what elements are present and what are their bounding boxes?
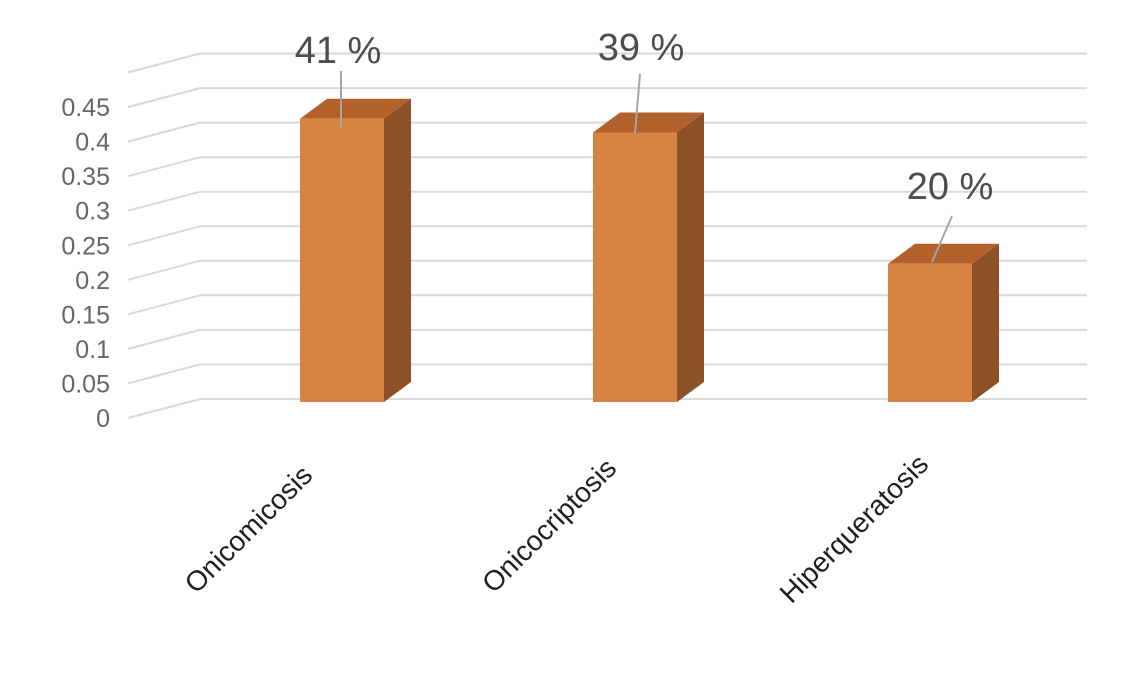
gridline (127, 190, 1087, 212)
y-axis-tick-label: 0.1 (75, 336, 110, 364)
gridlines-group (127, 52, 1087, 419)
bar (300, 98, 411, 402)
data-labels-group: 41 % 39 % 20 % (295, 27, 994, 208)
bars-group (300, 98, 999, 402)
leader-lines-group (340, 71, 953, 263)
gridline (127, 225, 1087, 247)
bar-front-face (300, 118, 384, 402)
bar (888, 243, 999, 402)
y-axis-tick-label: 0.15 (61, 301, 110, 329)
data-label: 39 % (598, 27, 685, 69)
data-label-leader-line (931, 215, 953, 263)
gridline (127, 294, 1087, 316)
category-labels-group: Onicomicosis Onicocriptosis Hiperqueratosi… (179, 448, 935, 609)
gridline (127, 259, 1087, 281)
gridline (127, 87, 1087, 109)
category-label: Onicomicosis (179, 459, 319, 599)
bar-front-face (888, 263, 972, 402)
y-axis-tick-label: 0.25 (61, 232, 110, 260)
y-axis-tick-labels-group: 0 0.05 0.1 0.15 0.2 0.25 0.3 0.35 0.4 0.45 (61, 94, 110, 433)
y-axis-tick-label: 0.45 (61, 94, 110, 122)
y-axis-tick-label: 0.3 (75, 198, 110, 226)
gridline (127, 363, 1087, 385)
gridline (127, 328, 1087, 350)
gridline (127, 121, 1087, 143)
category-label: Onicocriptosis (476, 452, 622, 598)
gridline (127, 156, 1087, 178)
category-label: Hiperqueratosis (774, 448, 935, 609)
data-label: 20 % (907, 166, 994, 208)
bar-top-face (593, 112, 704, 133)
bar-side-face (677, 112, 704, 402)
y-axis-tick-label: 0.2 (75, 267, 110, 295)
y-axis-tick-label: 0.35 (61, 163, 110, 191)
gridline (127, 52, 1087, 74)
data-label-leader-line (634, 73, 641, 134)
bar-side-face (384, 98, 411, 402)
gridline (127, 398, 1087, 419)
y-axis-tick-label: 0.4 (75, 129, 110, 157)
bar-front-face (593, 132, 677, 402)
bar (593, 112, 704, 402)
y-axis-tick-label: 0.05 (61, 370, 110, 398)
bar-top-face (888, 243, 999, 264)
y-axis-tick-label: 0 (96, 405, 110, 433)
bar-top-face (300, 98, 411, 119)
data-label: 41 % (295, 30, 382, 72)
bar-side-face (972, 243, 999, 402)
